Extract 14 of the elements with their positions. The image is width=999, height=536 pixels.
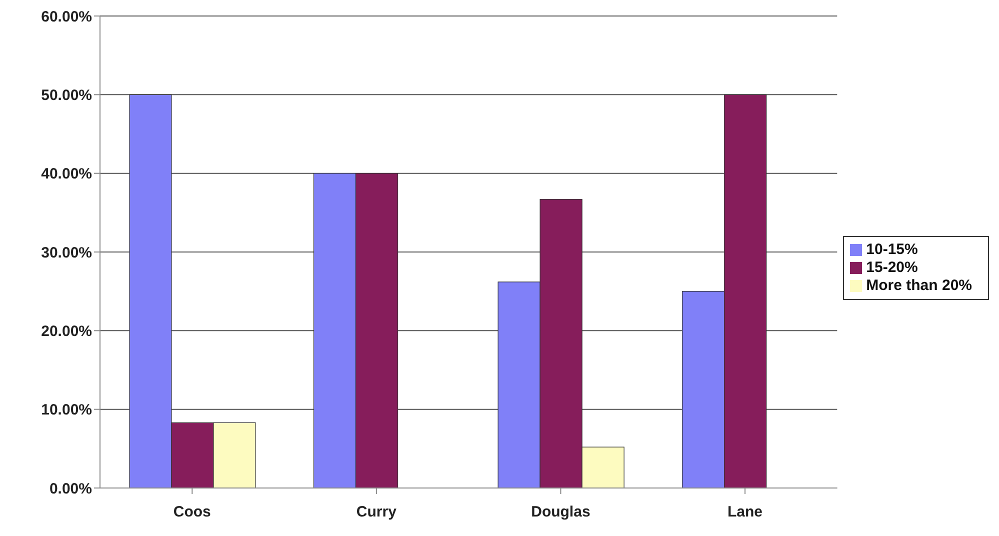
legend-label: 10-15% [866, 241, 918, 258]
x-tick-label: Lane [727, 504, 763, 521]
x-tick-label: Curry [356, 504, 398, 521]
legend-label: 15-20% [866, 259, 918, 276]
y-tick-label: 30.00% [41, 244, 92, 262]
y-tick-label: 50.00% [41, 86, 92, 104]
y-tick-label: 0.00% [49, 480, 92, 498]
y-tick-label: 10.00% [41, 402, 92, 419]
y-tick-label: 60.00% [41, 8, 92, 26]
y-tick-label: 40.00% [41, 166, 92, 183]
x-tick-label: Douglas [531, 504, 590, 521]
legend-label: More than 20% [866, 277, 972, 294]
x-tick-label: Coos [173, 504, 211, 521]
y-tick-label: 20.00% [41, 322, 92, 340]
